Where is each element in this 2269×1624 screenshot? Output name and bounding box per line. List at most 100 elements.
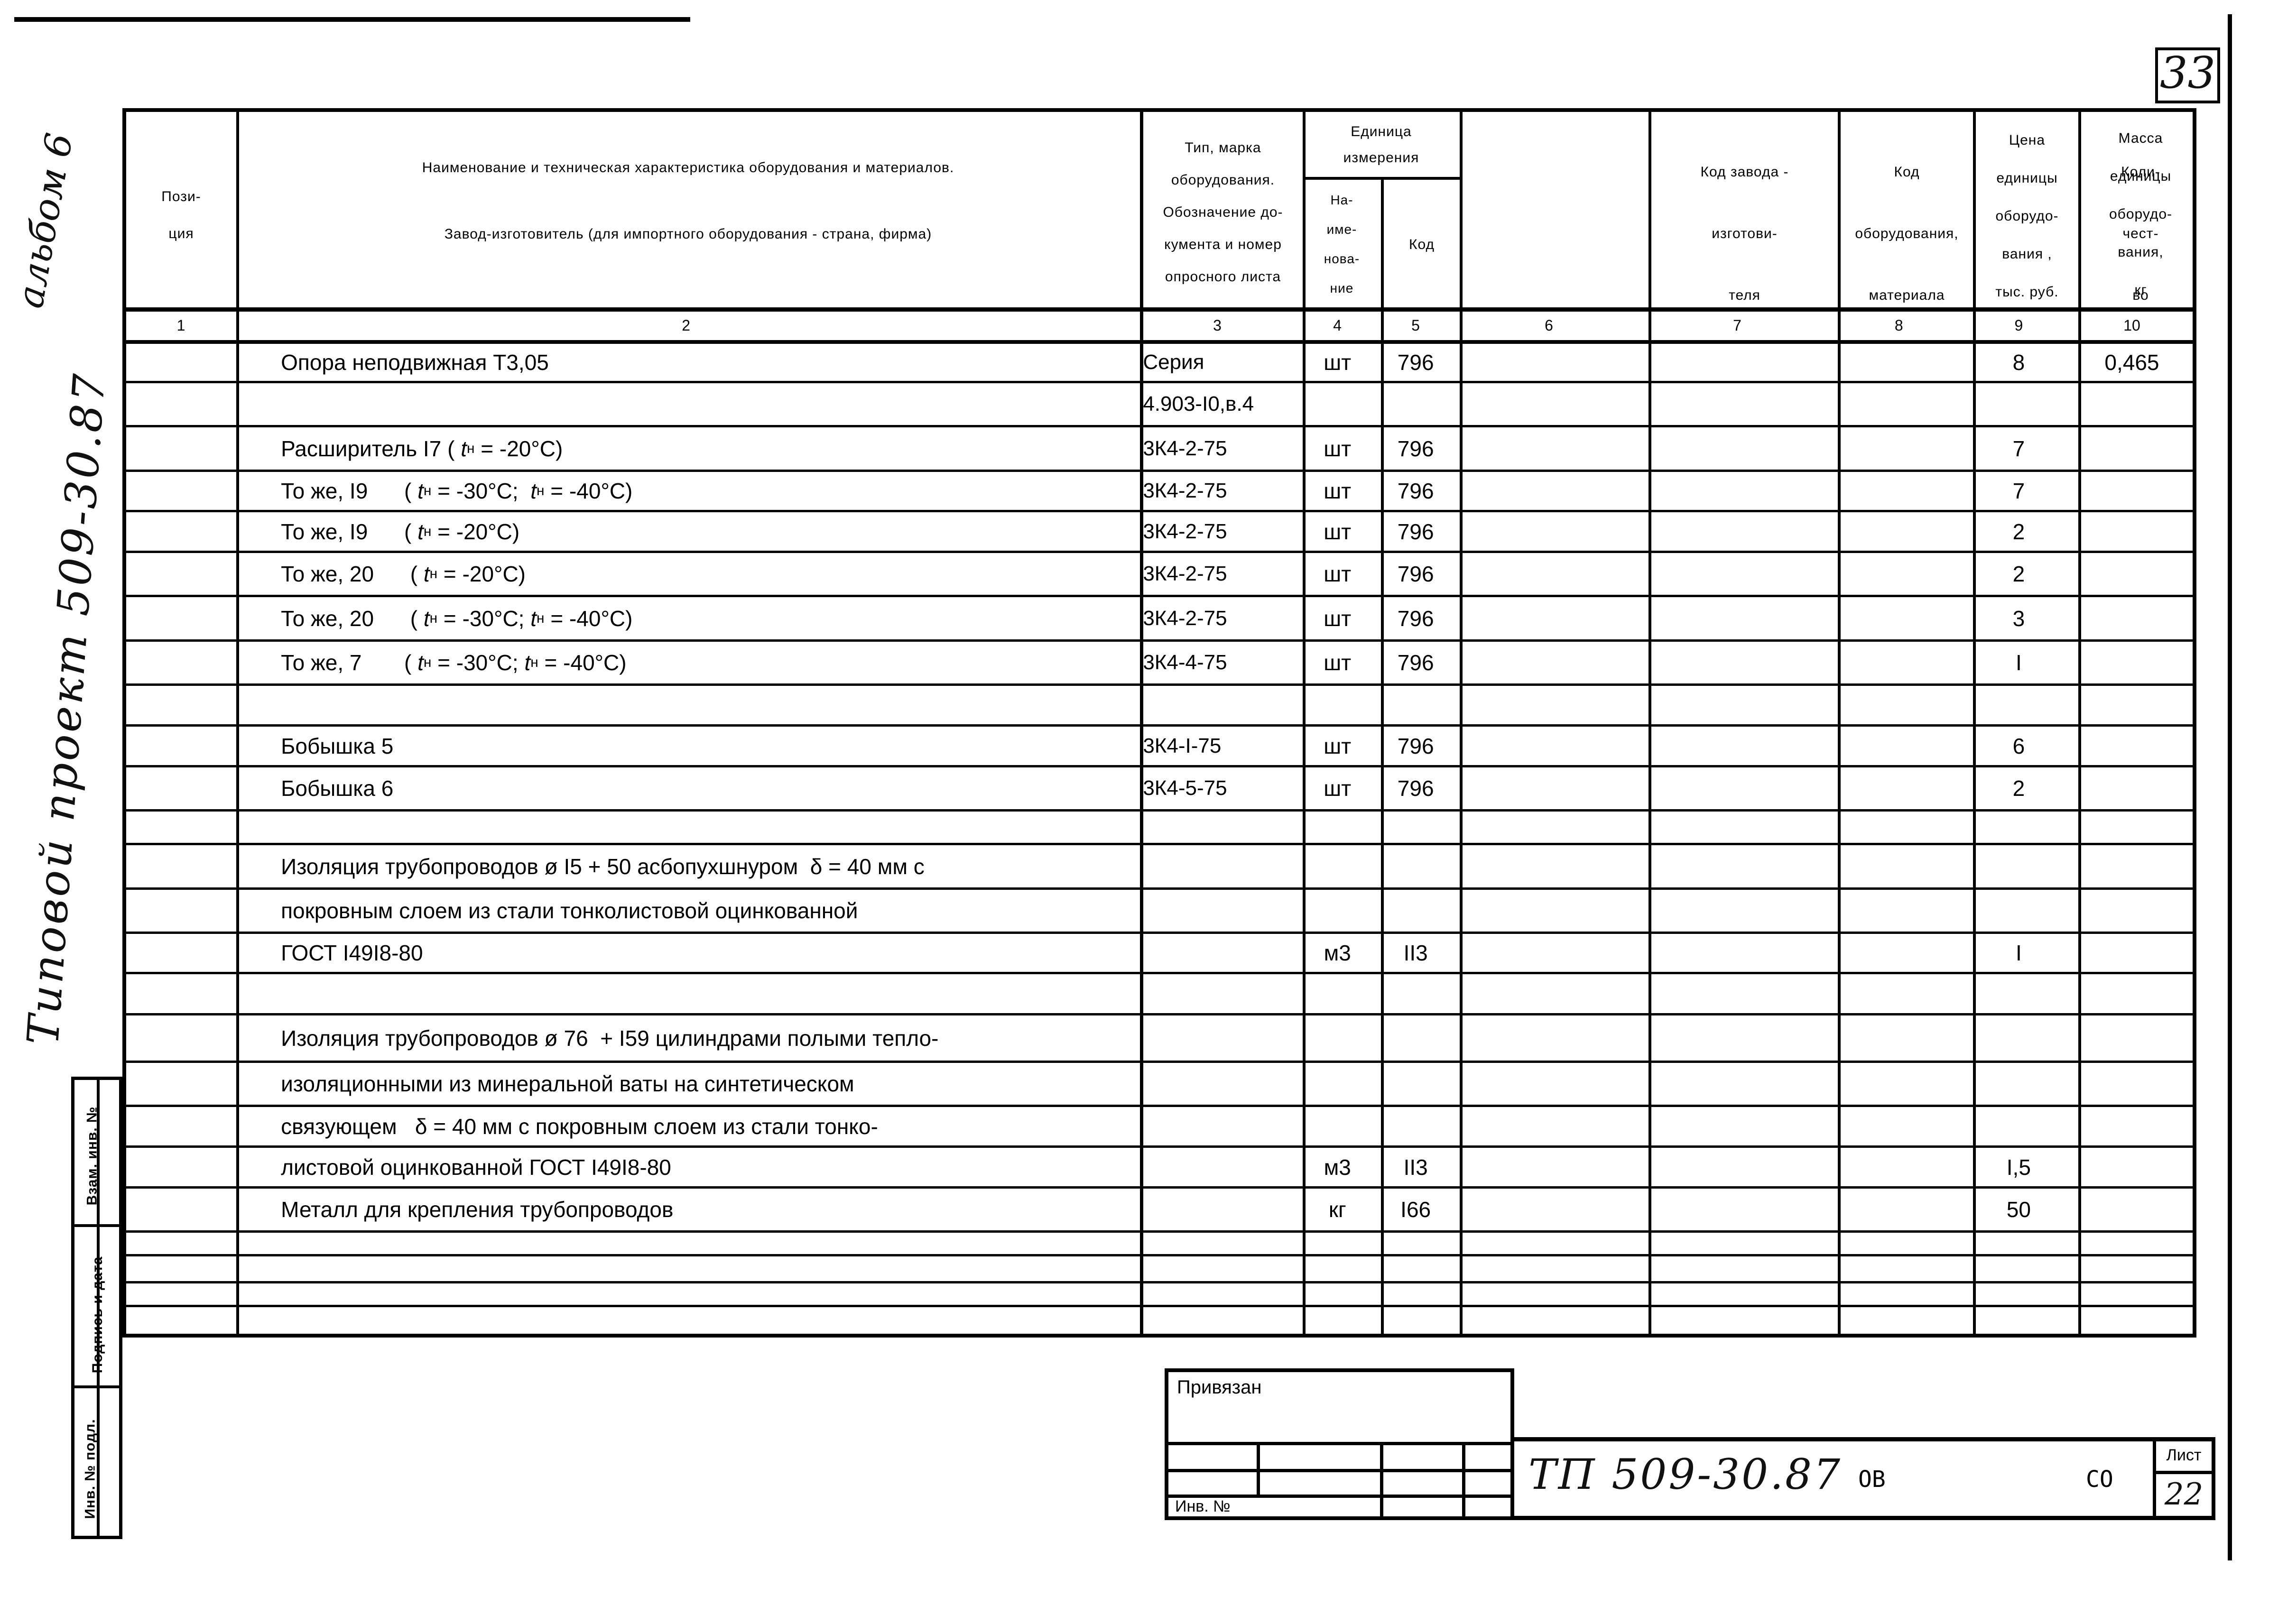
cell-qty <box>1966 1015 2071 1061</box>
cell-price <box>1832 553 1966 595</box>
privyazan-title: Привязан <box>1177 1377 1262 1398</box>
cell-code <box>1376 890 1454 932</box>
mark-ov: ОВ <box>1858 1466 1886 1493</box>
cell-code: 796 <box>1397 562 1434 586</box>
cell-qty: 7 <box>2012 436 2025 461</box>
cell-code <box>1376 845 1454 887</box>
cell-pos <box>126 845 236 887</box>
cell-pos <box>126 890 236 932</box>
cell-mat <box>1643 553 1832 595</box>
cell-type <box>1136 812 1298 843</box>
cell-mass <box>2071 597 2193 639</box>
cell-unit: шт <box>1324 733 1352 758</box>
cell-price <box>1832 597 1966 639</box>
cell-type: 3К4-4-75 <box>1143 651 1227 674</box>
cell-pos <box>126 1107 236 1145</box>
header-equip-code: Код оборудования, материала <box>1855 164 1959 303</box>
cell-name <box>236 1283 1136 1305</box>
cell-name <box>236 1307 1136 1341</box>
cell-mat <box>1643 344 1832 381</box>
right-frame-line <box>2228 14 2232 1560</box>
cell-pos <box>126 974 236 1013</box>
cell-price <box>1832 1283 1966 1305</box>
cell-type: 3К4-2-75 <box>1143 606 1227 630</box>
cell-type: 4.903-I0,в.4 <box>1143 392 1254 415</box>
header-position: Пози- ция <box>161 189 201 241</box>
column-number: 6 <box>1545 317 1553 334</box>
cell-mass <box>2071 767 2193 809</box>
cell-code: 796 <box>1397 650 1434 675</box>
cell-unit: шт <box>1324 436 1352 461</box>
column-number: 10 <box>2123 317 2140 334</box>
cell-unit: шт <box>1324 562 1352 586</box>
cell-type <box>1136 1233 1298 1254</box>
table-row <box>126 812 2193 845</box>
cell-qty: 3 <box>2012 606 2025 631</box>
cell-unit <box>1298 686 1376 724</box>
margin-boxes <box>71 1077 122 1539</box>
column-number: 3 <box>1213 317 1222 334</box>
cell-mass <box>2071 383 2193 425</box>
table-row <box>126 1307 2193 1341</box>
cell-maker <box>1455 890 1643 932</box>
cell-qty: 2 <box>2012 519 2025 544</box>
cell-maker <box>1455 1307 1643 1341</box>
cell-maker <box>1455 727 1643 765</box>
column-number: 4 <box>1333 317 1342 334</box>
title-band: ТП 509-30.87 ОВ СО Лист 22 <box>1514 1437 2215 1520</box>
cell-type <box>1136 1307 1298 1341</box>
table-row: покровным слоем из стали тонколистовой о… <box>126 890 2193 934</box>
unit-header-divider <box>1303 177 1460 180</box>
cell-unit <box>1298 1283 1376 1305</box>
cell-mat <box>1643 1063 1832 1105</box>
cell-qty: 7 <box>2012 479 2025 503</box>
cell-qty <box>1966 974 2071 1013</box>
column-number: 5 <box>1411 317 1420 334</box>
cell-qty: I <box>2015 650 2022 675</box>
header-maker-code: Код завода - изготови- теля <box>1700 164 1789 303</box>
cell-mass <box>2071 686 2193 724</box>
cell-mass: 0,465 <box>2104 350 2159 375</box>
cell-pos <box>126 472 236 510</box>
cell-type <box>1136 1283 1298 1305</box>
cell-mass <box>2071 512 2193 551</box>
cell-type: 3К4-2-75 <box>1143 519 1227 543</box>
cell-maker <box>1455 1189 1643 1230</box>
cell-qty <box>1966 890 2071 932</box>
header-unit-name: На- име- нова- ние <box>1324 193 1360 295</box>
table-row: Бобышка 6 3К4-5-75 шт 796 2 <box>126 767 2193 812</box>
cell-mat <box>1643 427 1832 470</box>
cell-code: 796 <box>1397 436 1434 461</box>
cell-name <box>236 812 1136 843</box>
cell-unit: кг <box>1328 1197 1346 1222</box>
cell-maker <box>1455 1148 1643 1186</box>
cell-mass <box>2071 1256 2193 1281</box>
cell-mass <box>2071 1148 2193 1186</box>
page-number: 33 <box>2159 47 2216 98</box>
cell-qty: I,5 <box>2006 1154 2031 1180</box>
cell-unit <box>1298 1063 1376 1105</box>
cell-type <box>1136 686 1298 724</box>
cell-mat <box>1643 686 1832 724</box>
cell-price <box>1832 1063 1966 1105</box>
cell-maker <box>1455 845 1643 887</box>
column-number: 9 <box>2014 317 2023 334</box>
cell-name: листовой оцинкованной ГОСТ I49I8-80 <box>281 1154 671 1180</box>
cell-type <box>1136 845 1298 887</box>
cell-price <box>1832 512 1966 551</box>
cell-pos <box>126 642 236 683</box>
table-row: листовой оцинкованной ГОСТ I49I8-80 м3 II3… <box>126 1148 2193 1189</box>
cell-qty <box>1966 383 2071 425</box>
cell-maker <box>1455 642 1643 683</box>
cell-code: 796 <box>1397 479 1434 503</box>
cell-qty <box>1966 1063 2071 1105</box>
cell-pos <box>126 427 236 470</box>
cell-code <box>1376 1015 1454 1061</box>
cell-maker <box>1455 767 1643 809</box>
cell-pos <box>126 1256 236 1281</box>
cell-qty <box>1966 1107 2071 1145</box>
margin-label-inv: Инв. № подл. <box>82 1419 98 1519</box>
